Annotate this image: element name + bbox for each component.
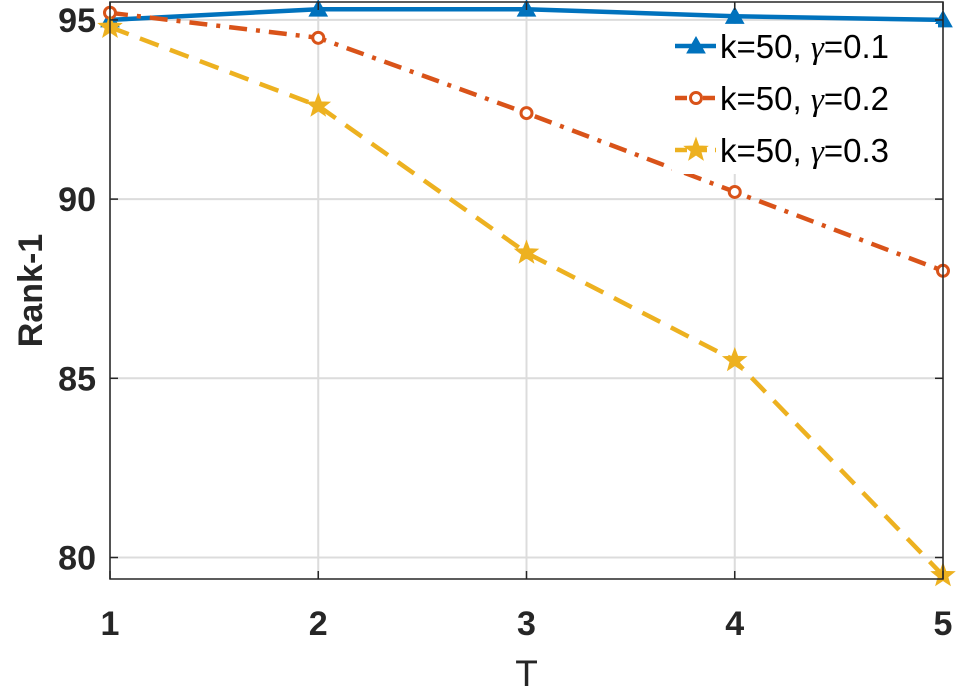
x-tick-label: 2 <box>309 605 328 643</box>
legend-label: k=50, γ=0.3 <box>720 132 889 170</box>
legend-label-suffix: =0.3 <box>824 132 889 169</box>
legend-label-prefix: k=50, <box>720 132 811 169</box>
x-tick-label: 4 <box>725 605 744 643</box>
legend-label-suffix: =0.2 <box>824 80 889 117</box>
x-tick-label: 1 <box>101 605 120 643</box>
legend-marker <box>691 93 702 104</box>
y-tick-label: 80 <box>58 539 96 577</box>
legend: k=50, γ=0.1k=50, γ=0.2k=50, γ=0.3 <box>672 24 938 174</box>
legend-label-prefix: k=50, <box>720 28 811 65</box>
data-point-marker <box>313 32 324 43</box>
legend-label-gamma: γ <box>811 82 825 118</box>
y-tick-label: 90 <box>58 181 96 219</box>
y-tick-label: 95 <box>58 2 96 40</box>
x-tick-label: 3 <box>517 605 536 643</box>
x-axis-title: T <box>515 653 538 694</box>
legend-label: k=50, γ=0.2 <box>720 80 889 118</box>
legend-label-gamma: γ <box>811 134 825 170</box>
data-point-marker <box>521 108 532 119</box>
legend-label-prefix: k=50, <box>720 80 811 117</box>
x-tick-label: 5 <box>934 605 953 643</box>
y-tick-label: 85 <box>58 360 96 398</box>
legend-label: k=50, γ=0.1 <box>720 28 889 66</box>
legend-label-suffix: =0.1 <box>824 28 889 65</box>
y-axis-title: Rank-1 <box>12 234 50 347</box>
data-point-marker <box>729 186 740 197</box>
legend-label-gamma: γ <box>811 30 825 66</box>
